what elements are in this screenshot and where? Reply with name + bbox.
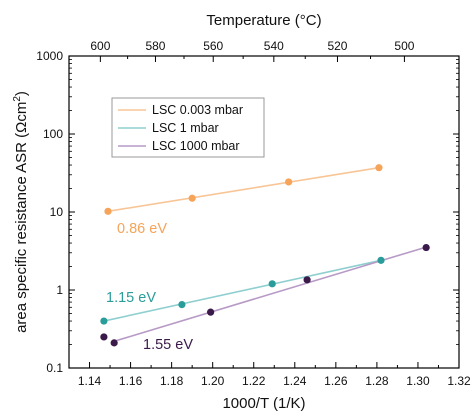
annotation-0: 0.86 eV: [117, 221, 167, 237]
x-tick-label: 1.30: [406, 374, 430, 388]
x-tick-label: 1.32: [447, 374, 471, 388]
x-axis-title: 1000/T (1/K): [222, 395, 305, 412]
fit-line-1: [103, 259, 382, 322]
x2-tick-label: 560: [203, 39, 223, 53]
fit-line-2: [113, 246, 427, 343]
x2-tick-label: 580: [145, 39, 165, 53]
data-point-2: [422, 243, 430, 252]
data-point-1: [377, 256, 385, 264]
tick-labels-group: 1.14 1.16 1.18 1.20 1.22 1.24 1.26 1.28 1.30 1.32…: [36, 39, 471, 388]
fit-lines-group: [103, 166, 427, 343]
annotation-1: 1.15 eV: [106, 290, 156, 306]
data-point-0: [285, 178, 293, 186]
legend-label-0: LSC 0.003 mbar: [152, 103, 243, 117]
x-tick-label: 1.18: [160, 374, 184, 388]
data-points-group: [100, 164, 430, 347]
data-point-2: [207, 308, 215, 316]
x-tick-label: 1.28: [365, 374, 389, 388]
x2-tick-label: 520: [327, 39, 347, 53]
y-axis-title: area specific resistance ASR (Ωcm2): [12, 91, 30, 333]
data-point-0: [104, 207, 112, 215]
data-point-0: [188, 194, 196, 202]
data-point-1: [178, 300, 186, 309]
x2-tick-label: 600: [90, 39, 110, 53]
legend-label-2: LSC 1000 mbar: [152, 139, 240, 153]
data-point-2: [303, 276, 311, 284]
x2-tick-label: 500: [394, 39, 414, 53]
y-tick-label: 100: [43, 127, 63, 141]
x2-axis-title: Temperature (°C): [206, 12, 321, 29]
y-tick-label: 1000: [36, 49, 63, 63]
legend: LSC 0.003 mbar LSC 1 mbar LSC 1000 mbar: [111, 97, 265, 158]
y-axis-title-tail: ): [13, 91, 30, 96]
x-tick-label: 1.20: [201, 374, 225, 388]
ticks-group: [69, 55, 460, 369]
data-point-0: [375, 164, 383, 172]
x-tick-label: 1.22: [242, 374, 266, 388]
y-tick-label: 0.1: [46, 361, 63, 375]
data-point-2: [110, 339, 118, 347]
fit-line-0: [107, 166, 380, 213]
legend-label-1: LSC 1 mbar: [152, 121, 219, 135]
x-tick-label: 1.14: [78, 374, 102, 388]
y-tick-label: 10: [50, 205, 64, 219]
x-tick-label: 1.24: [283, 374, 307, 388]
x-tick-label: 1.26: [324, 374, 348, 388]
data-point-2: [100, 333, 108, 341]
data-point-1: [268, 280, 276, 288]
x-tick-label: 1.16: [119, 374, 143, 388]
y-axis-title-main: area specific resistance ASR (Ωcm: [13, 102, 30, 333]
annotation-2: 1.55 eV: [143, 337, 193, 353]
y-tick-label: 1: [56, 283, 63, 297]
data-point-1: [100, 317, 108, 325]
y-axis-title-sup: 2: [12, 96, 23, 102]
x2-tick-label: 540: [264, 39, 284, 53]
